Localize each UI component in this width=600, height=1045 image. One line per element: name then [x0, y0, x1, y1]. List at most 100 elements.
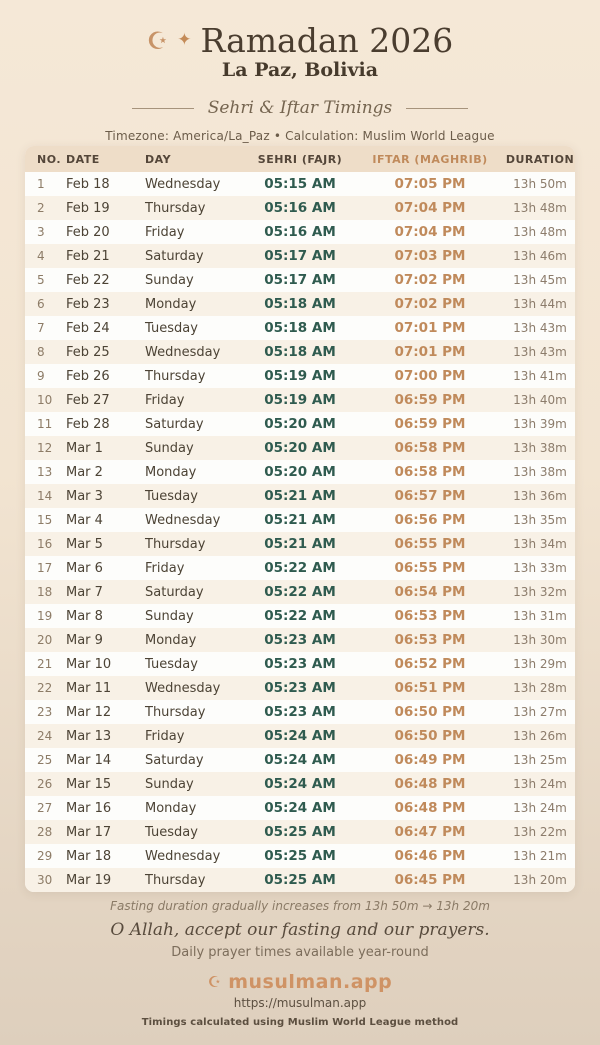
cell-iftar: 07:04 PM	[394, 224, 466, 240]
cell-iftar: 07:02 PM	[394, 296, 466, 312]
cell-no: 19	[37, 609, 53, 623]
cell-day: Thursday	[145, 872, 206, 888]
cell-no: 5	[37, 273, 45, 287]
cell-iftar: 06:48 PM	[394, 800, 466, 816]
cell-date: Mar 13	[66, 728, 112, 744]
cell-date: Mar 1	[66, 440, 103, 456]
page-footer: Fasting duration gradually increases fro…	[0, 894, 600, 1028]
table-row: 9 Feb 26 Thursday 05:19 AM 07:00 PM 13h …	[25, 364, 575, 388]
cell-sehri: 05:22 AM	[264, 584, 336, 600]
cell-iftar: 06:48 PM	[394, 776, 466, 792]
cell-iftar: 06:54 PM	[394, 584, 466, 600]
cell-iftar: 06:57 PM	[394, 488, 466, 504]
cell-day: Thursday	[145, 368, 206, 384]
table-row: 2 Feb 19 Thursday 05:16 AM 07:04 PM 13h …	[25, 196, 575, 220]
cell-date: Mar 8	[66, 608, 103, 624]
table-row: 21 Mar 10 Tuesday 05:23 AM 06:52 PM 13h …	[25, 652, 575, 676]
crescent-moon-icon: ☪	[146, 26, 169, 55]
cell-day: Friday	[145, 728, 185, 744]
cell-duration: 13h 36m	[513, 489, 567, 503]
cell-iftar: 07:00 PM	[394, 368, 466, 384]
table-row: 20 Mar 9 Monday 05:23 AM 06:53 PM 13h 30…	[25, 628, 575, 652]
cell-duration: 13h 44m	[513, 297, 567, 311]
cell-iftar: 06:59 PM	[394, 392, 466, 408]
cell-iftar: 07:01 PM	[394, 320, 466, 336]
cell-duration: 13h 35m	[513, 513, 567, 527]
table-row: 8 Feb 25 Wednesday 05:18 AM 07:01 PM 13h…	[25, 340, 575, 364]
column-header-duration: DURATION	[505, 152, 575, 166]
cell-duration: 13h 25m	[513, 753, 567, 767]
column-header-date: DATE	[66, 152, 100, 166]
cell-sehri: 05:21 AM	[264, 512, 336, 528]
table-row: 19 Mar 8 Sunday 05:22 AM 06:53 PM 13h 31…	[25, 604, 575, 628]
cell-iftar: 06:59 PM	[394, 416, 466, 432]
cell-date: Feb 22	[66, 272, 110, 288]
page-header: ☪ ✦ Ramadan 2026 La Paz, Bolivia Sehri &…	[0, 0, 600, 163]
cell-day: Wednesday	[145, 512, 221, 528]
table-row: 3 Feb 20 Friday 05:16 AM 07:04 PM 13h 48…	[25, 220, 575, 244]
brand-name: musulman.app	[228, 971, 393, 993]
cell-sehri: 05:24 AM	[264, 776, 336, 792]
cell-date: Feb 23	[66, 296, 110, 312]
calculation-method-note: Timings calculated using Muslim World Le…	[141, 1017, 459, 1028]
brand-link[interactable]: ☪ musulman.app	[0, 971, 600, 993]
cell-duration: 13h 24m	[513, 801, 567, 815]
cell-no: 13	[37, 465, 53, 479]
cell-sehri: 05:25 AM	[264, 872, 336, 888]
cell-date: Mar 5	[66, 536, 103, 552]
table-row: 25 Mar 14 Saturday 05:24 AM 06:49 PM 13h…	[25, 748, 575, 772]
cell-duration: 13h 24m	[513, 777, 567, 791]
cell-sehri: 05:17 AM	[264, 272, 336, 288]
column-header-sehri: SEHRI (FAJR)	[257, 152, 343, 166]
cell-date: Mar 15	[66, 776, 112, 792]
cell-iftar: 06:50 PM	[394, 728, 466, 744]
table-row: 4 Feb 21 Saturday 05:17 AM 07:03 PM 13h …	[25, 244, 575, 268]
duration-trend-note: Fasting duration gradually increases fro…	[110, 899, 490, 913]
cell-iftar: 07:02 PM	[394, 272, 466, 288]
dua-quote: O Allah, accept our fasting and our pray…	[110, 920, 490, 940]
cell-no: 29	[37, 849, 53, 863]
table-row: 5 Feb 22 Sunday 05:17 AM 07:02 PM 13h 45…	[25, 268, 575, 292]
cell-no: 30	[37, 873, 53, 887]
divider-rule-right	[406, 107, 469, 109]
cell-day: Tuesday	[145, 488, 198, 504]
cell-date: Mar 16	[66, 800, 112, 816]
cell-no: 14	[37, 489, 53, 503]
table-row: 29 Mar 18 Wednesday 05:25 AM 06:46 PM 13…	[25, 844, 575, 868]
cell-sehri: 05:18 AM	[264, 344, 336, 360]
cell-day: Thursday	[145, 536, 206, 552]
cell-day: Wednesday	[145, 680, 221, 696]
cell-day: Monday	[145, 632, 197, 648]
cell-day: Monday	[145, 800, 197, 816]
cell-iftar: 06:45 PM	[394, 872, 466, 888]
cell-date: Feb 27	[66, 392, 110, 408]
cell-day: Monday	[145, 464, 197, 480]
cell-no: 1	[37, 177, 45, 191]
cell-no: 23	[37, 705, 53, 719]
cell-day: Saturday	[145, 416, 204, 432]
cell-day: Sunday	[145, 440, 194, 456]
table-row: 18 Mar 7 Saturday 05:22 AM 06:54 PM 13h …	[25, 580, 575, 604]
cell-no: 28	[37, 825, 53, 839]
cell-sehri: 05:18 AM	[264, 296, 336, 312]
cell-sehri: 05:23 AM	[264, 680, 336, 696]
divider-rule-left	[131, 107, 194, 109]
cell-sehri: 05:22 AM	[264, 560, 336, 576]
cell-date: Mar 17	[66, 824, 112, 840]
cell-duration: 13h 27m	[513, 705, 567, 719]
cell-day: Friday	[145, 560, 185, 576]
cell-no: 24	[37, 729, 53, 743]
cell-sehri: 05:20 AM	[264, 440, 336, 456]
cell-iftar: 06:56 PM	[394, 512, 466, 528]
cell-sehri: 05:19 AM	[264, 368, 336, 384]
cell-no: 7	[37, 321, 45, 335]
table-row: 7 Feb 24 Tuesday 05:18 AM 07:01 PM 13h 4…	[25, 316, 575, 340]
cell-no: 6	[37, 297, 45, 311]
table-row: 15 Mar 4 Wednesday 05:21 AM 06:56 PM 13h…	[25, 508, 575, 532]
cell-iftar: 07:05 PM	[394, 176, 466, 192]
cell-iftar: 06:47 PM	[394, 824, 466, 840]
cell-duration: 13h 33m	[513, 561, 567, 575]
cell-duration: 13h 38m	[513, 465, 567, 479]
table-row: 14 Mar 3 Tuesday 05:21 AM 06:57 PM 13h 3…	[25, 484, 575, 508]
four-point-star-icon: ✦	[177, 30, 192, 50]
